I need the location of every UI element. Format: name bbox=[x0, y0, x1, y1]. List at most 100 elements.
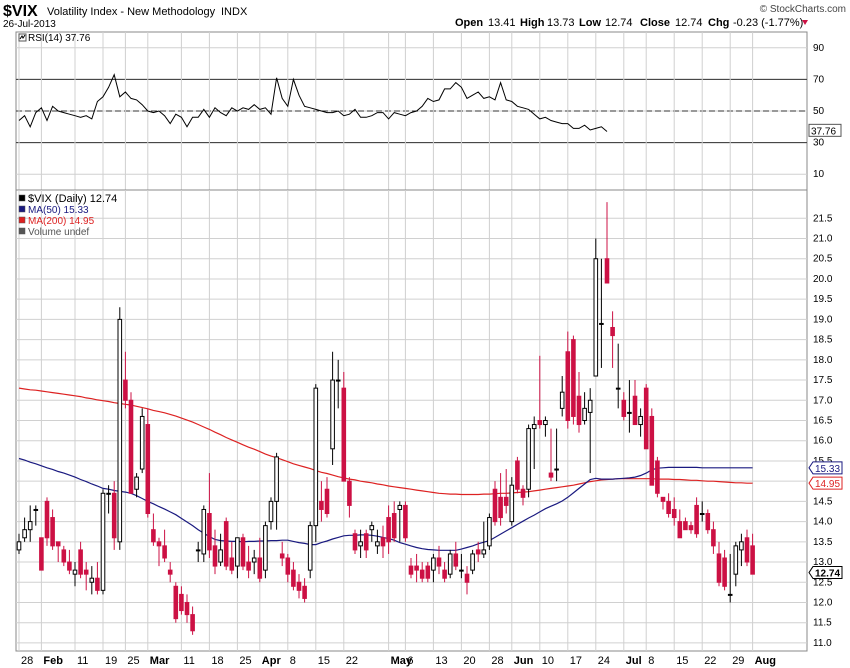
candle bbox=[408, 557, 414, 579]
candle-body bbox=[173, 585, 179, 620]
watermark: © StockCharts.com bbox=[760, 4, 846, 15]
candle bbox=[733, 541, 739, 587]
candle bbox=[643, 384, 649, 450]
candle-body bbox=[520, 488, 526, 498]
candle bbox=[223, 517, 229, 571]
candle bbox=[744, 529, 750, 567]
candle bbox=[279, 541, 285, 567]
rsi-path bbox=[18, 73, 608, 132]
candle-body bbox=[727, 593, 733, 596]
candle bbox=[621, 392, 627, 421]
candle bbox=[16, 533, 22, 554]
candle bbox=[604, 202, 610, 284]
candle bbox=[246, 545, 251, 579]
chg-label: Chg bbox=[708, 17, 729, 29]
candle-body bbox=[716, 553, 722, 583]
candle-body bbox=[201, 508, 207, 555]
candle bbox=[72, 562, 78, 587]
last-value-text: 12.74 bbox=[815, 569, 840, 580]
chg-value: -0.23 (-1.77%) bbox=[733, 17, 803, 29]
candle-body bbox=[638, 415, 643, 426]
x-tick-label: Apr bbox=[262, 655, 282, 667]
candle-body bbox=[352, 533, 358, 551]
candle bbox=[655, 456, 660, 498]
candle-body bbox=[671, 508, 677, 519]
candle bbox=[235, 537, 240, 579]
candle bbox=[268, 497, 274, 530]
candle-body bbox=[526, 428, 531, 490]
rsi-last-value: 37.76 bbox=[811, 126, 836, 137]
candle-body bbox=[167, 569, 173, 575]
rsi-tick-label: 90 bbox=[813, 43, 825, 54]
x-tick-label: 22 bbox=[704, 655, 716, 667]
candle-body bbox=[156, 541, 162, 547]
candle-body bbox=[464, 573, 470, 583]
last-value-tag bbox=[808, 476, 843, 490]
candle-body bbox=[425, 565, 431, 579]
candle-body bbox=[688, 525, 694, 531]
candle-body bbox=[50, 517, 55, 547]
candle-body bbox=[184, 601, 190, 616]
candle-body bbox=[739, 541, 744, 551]
rsi-tick-label: 10 bbox=[813, 169, 825, 180]
candle-body bbox=[643, 387, 649, 450]
candle-body bbox=[627, 411, 632, 414]
candle bbox=[537, 355, 543, 429]
candle bbox=[531, 416, 537, 470]
candle-body bbox=[515, 460, 520, 490]
symbol: $VIX bbox=[3, 3, 38, 20]
candle bbox=[251, 549, 257, 575]
candle-body bbox=[459, 569, 464, 572]
ma50-line bbox=[18, 457, 753, 551]
candle-body bbox=[610, 326, 615, 337]
candle bbox=[436, 545, 442, 575]
candle bbox=[475, 541, 481, 563]
candle-body bbox=[615, 387, 621, 390]
candle bbox=[403, 501, 408, 542]
candle-body bbox=[145, 424, 151, 515]
candle bbox=[666, 493, 671, 518]
candle bbox=[750, 533, 755, 575]
candle-body bbox=[229, 557, 235, 571]
x-tick-label: 19 bbox=[105, 655, 117, 667]
candle-body bbox=[22, 529, 27, 539]
candle-body bbox=[341, 387, 347, 482]
rsi-tick-label: 50 bbox=[813, 106, 825, 117]
candle-body bbox=[475, 549, 481, 555]
candle-body bbox=[55, 541, 61, 547]
rsi-grid bbox=[16, 32, 807, 190]
candle-body bbox=[481, 549, 487, 555]
price-tick-label: 11.5 bbox=[813, 618, 832, 629]
candle-body bbox=[447, 553, 453, 575]
candle-body bbox=[750, 545, 755, 575]
x-tick-label: 15 bbox=[318, 655, 330, 667]
candle bbox=[520, 485, 526, 506]
candle bbox=[459, 553, 464, 579]
candle bbox=[425, 562, 431, 583]
candle bbox=[128, 392, 134, 494]
candle-body bbox=[89, 577, 95, 583]
candle bbox=[100, 489, 106, 595]
x-tick-label: Feb bbox=[43, 655, 63, 667]
candle-body bbox=[453, 553, 459, 567]
price-tick-label: 17.5 bbox=[813, 375, 833, 386]
open-label: Open bbox=[455, 17, 483, 29]
candle bbox=[688, 521, 694, 534]
candle-body bbox=[503, 496, 509, 506]
ohlc-summary: Open 13.41 High 13.73 Low 12.74 Close 12… bbox=[455, 17, 808, 29]
candle-body bbox=[548, 472, 554, 478]
candle-body bbox=[369, 525, 375, 531]
x-tick-label: 8 bbox=[290, 655, 296, 667]
last-value-text: 14.95 bbox=[815, 479, 840, 490]
candle bbox=[117, 307, 123, 550]
x-tick-label: 17 bbox=[570, 655, 582, 667]
legend-swatch bbox=[18, 216, 26, 224]
candle-body bbox=[722, 557, 727, 587]
candle bbox=[548, 428, 554, 482]
candle-body bbox=[571, 339, 576, 417]
candle bbox=[67, 549, 72, 575]
candle-body bbox=[683, 521, 688, 531]
candle bbox=[699, 501, 705, 522]
